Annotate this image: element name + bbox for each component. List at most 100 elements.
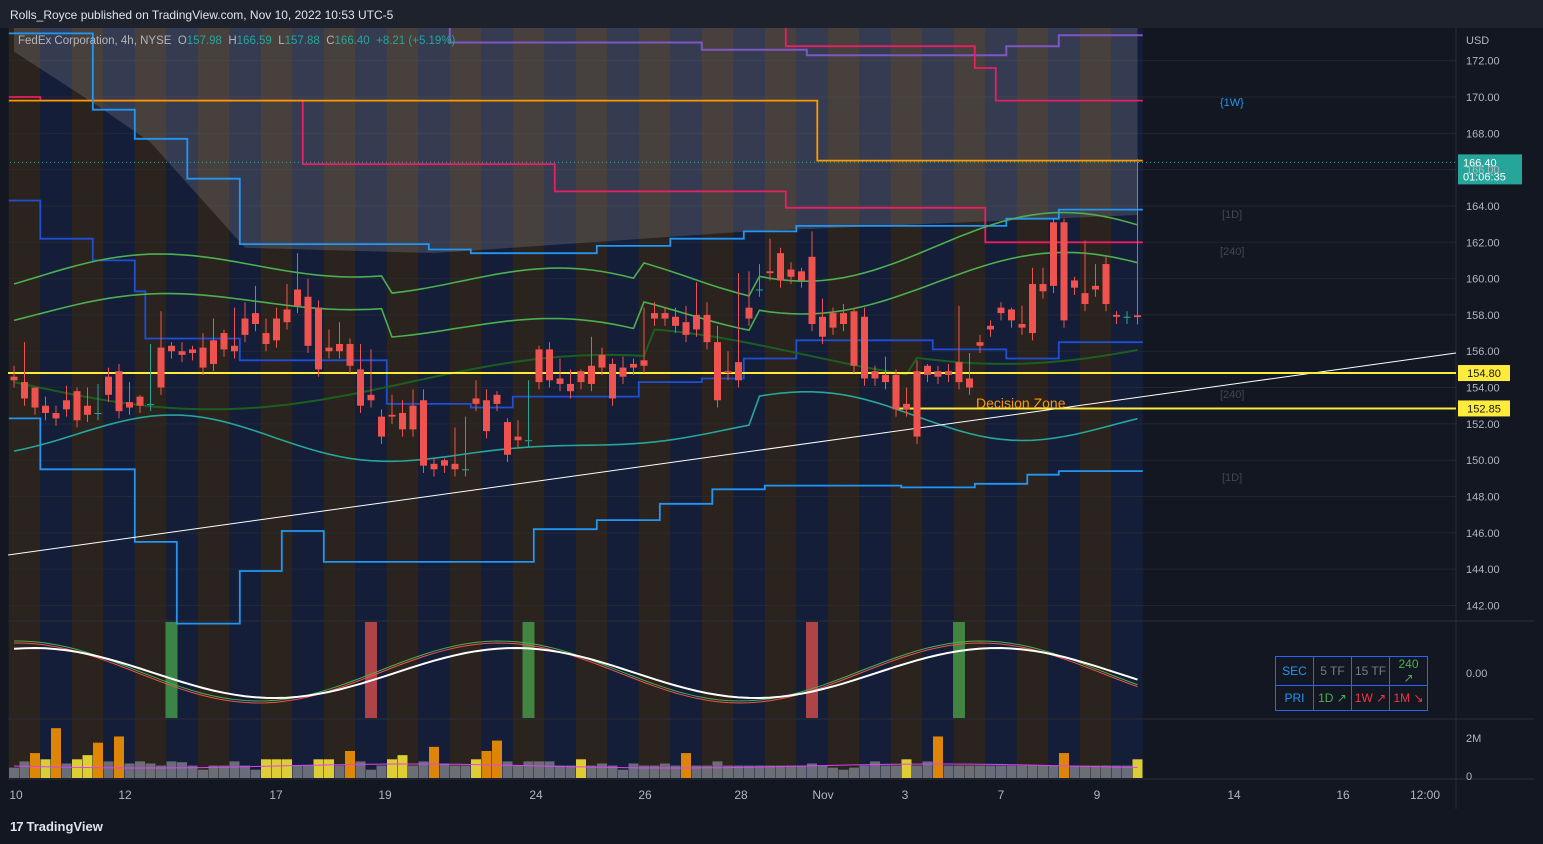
session-stripe: [754, 28, 765, 778]
candle-body: [42, 405, 49, 413]
volume-bar: [985, 765, 996, 778]
candle-body: [409, 405, 417, 430]
volume-bar: [555, 765, 565, 778]
high-key: H: [228, 35, 237, 47]
volume-bar: [418, 761, 429, 778]
volume-bar: [901, 759, 912, 778]
session-stripe: [281, 28, 293, 778]
oscillator-zero-label: 0.00: [1466, 668, 1487, 680]
candle-body: [682, 322, 690, 335]
session-stripe: [922, 28, 933, 778]
price-tick-label: 146.00: [1466, 528, 1500, 540]
candle-body: [766, 271, 774, 274]
volume-bar: [954, 765, 964, 778]
candle-body: [346, 343, 354, 366]
candle-body: [178, 351, 186, 355]
volume-bar: [240, 765, 250, 778]
chart-area[interactable]: 154.80 152.85 166.40 01:06:35 172.00 170.00 16…: [8, 28, 1534, 809]
candle-body: [556, 378, 564, 384]
candle-body: [504, 422, 511, 455]
candle-body: [262, 333, 270, 344]
time-tick-label: 28: [734, 788, 748, 802]
time-axis: 10 12 17 19 24 26 28 Nov 3 7 9 14 16 12:00: [9, 788, 1440, 802]
candle-body: [430, 463, 438, 470]
candle-body: [598, 354, 606, 368]
candle-body: [378, 416, 385, 437]
session-stripe: [50, 28, 62, 778]
volume-bar: [744, 765, 754, 778]
session-stripe: [932, 28, 944, 778]
session-stripe: [743, 28, 755, 778]
candle-body: [441, 460, 448, 466]
session-stripe: [859, 28, 870, 778]
low-value: 157.88: [284, 35, 320, 47]
price-tick-label: 164.00: [1466, 201, 1500, 213]
volume-bar: [145, 763, 156, 778]
session-stripe: [1100, 28, 1112, 778]
level-price-tag: [1458, 400, 1510, 417]
session-stripe: [1006, 28, 1017, 778]
volume-bar: [754, 765, 765, 778]
footer: [0, 812, 1543, 844]
grid: [10, 60, 1456, 606]
timeframe-annotation: {1W}: [1220, 97, 1244, 109]
session-stripe: [166, 28, 177, 778]
volume-bar: [964, 765, 975, 778]
candle-body: [252, 313, 259, 324]
volume-bar: [1122, 765, 1132, 778]
volume-bar: [198, 769, 208, 778]
volume-bar: [891, 765, 901, 778]
session-stripe: [806, 28, 818, 778]
oscillator-signal-bar: [165, 622, 178, 718]
volume-bar: [786, 765, 796, 778]
volume-bar: [250, 769, 261, 778]
candle-body: [399, 412, 406, 430]
price-tick-label: 158.00: [1466, 310, 1500, 322]
oscillator-fast-line: [13, 642, 1138, 704]
time-tick-label: 7: [998, 788, 1005, 802]
candle-body: [745, 307, 753, 319]
candle-body: [1050, 222, 1057, 286]
volume-bar: [1048, 765, 1059, 778]
price-tick-label: 156.00: [1466, 346, 1500, 358]
candle-body: [735, 362, 742, 381]
volume-bar: [849, 767, 859, 778]
candle-body: [724, 371, 732, 374]
time-tick-label: 3: [902, 788, 909, 802]
time-tick-label: 12: [118, 788, 132, 802]
volume-bar: [1069, 765, 1080, 778]
volume-bar: [261, 759, 271, 778]
price-tick-label: 172.00: [1466, 56, 1500, 68]
session-stripe: [1111, 28, 1122, 778]
volume-bar: [303, 765, 313, 778]
candle-body: [924, 365, 931, 375]
volume-bar: [723, 765, 733, 778]
session-stripe: [1121, 28, 1133, 778]
time-tick-label: 17: [269, 788, 283, 802]
tradingview-logo[interactable]: 17 TradingView: [10, 819, 103, 834]
tv-logo-icon: 17: [10, 819, 24, 834]
volume-bar: [1090, 765, 1101, 778]
volume-ma-line: [13, 763, 1138, 769]
volume-bar: [828, 767, 838, 778]
volume-bar: [72, 759, 82, 778]
session-stripe: [197, 28, 209, 778]
session-stripe: [313, 28, 324, 778]
chart-svg[interactable]: 154.80152.85166.4001:06:35172.00170.0016…: [8, 28, 1534, 809]
candle-body: [535, 349, 543, 383]
close-key: C: [326, 35, 335, 47]
session-stripe: [796, 28, 807, 778]
candle-body: [73, 391, 81, 421]
session-stripe: [985, 28, 996, 778]
session-stripe: [617, 28, 629, 778]
volume-bar: [534, 761, 544, 778]
session-stripe: [344, 28, 356, 778]
candle-body: [10, 376, 18, 381]
volume-bar: [61, 763, 72, 778]
price-tick-label: 142.00: [1466, 600, 1500, 612]
volume-bar: [177, 762, 187, 778]
session-stripe: [596, 28, 608, 778]
volume-bar: [765, 765, 775, 778]
candle-body: [882, 374, 889, 383]
volume-bar: [1017, 765, 1027, 778]
